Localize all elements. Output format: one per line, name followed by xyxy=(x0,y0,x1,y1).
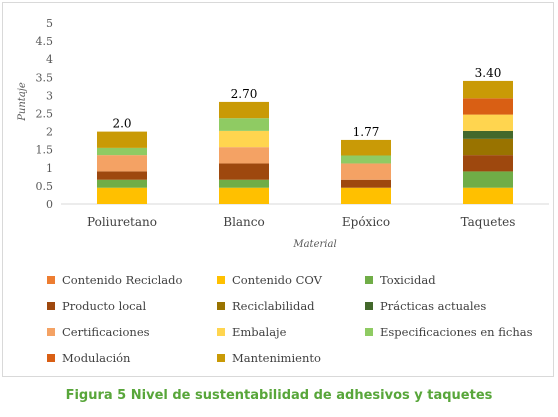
legend-label: Modulación xyxy=(62,350,131,365)
bar-segment xyxy=(463,138,513,156)
legend-swatch xyxy=(365,301,373,310)
bar-segment xyxy=(219,130,269,148)
legend-label: Prácticas actuales xyxy=(380,298,487,313)
bar-segment xyxy=(219,101,269,119)
y-tick-label: 4.5 xyxy=(36,35,54,48)
x-tick-label: Blanco xyxy=(223,215,264,229)
x-tick-label: Epóxico xyxy=(342,215,390,229)
bar-segment xyxy=(219,147,269,164)
bar-segment xyxy=(97,179,147,188)
legend-label: Contenido Reciclado xyxy=(62,272,183,287)
y-tick-label: 2.5 xyxy=(36,108,54,121)
bar-total-label: 2.0 xyxy=(112,117,131,131)
bar-segment xyxy=(219,179,269,188)
y-tick-label: 1.5 xyxy=(36,144,54,157)
legend-label: Certificaciones xyxy=(62,324,150,339)
bar-segment xyxy=(463,171,513,188)
bar-segment xyxy=(463,114,513,131)
y-tick-label: 5 xyxy=(46,17,53,30)
bar-segment xyxy=(463,98,513,115)
bar-segment xyxy=(97,155,147,172)
legend-label: Producto local xyxy=(62,298,147,313)
bar-total-label: 2.70 xyxy=(231,87,258,101)
legend-item: Especificaciones en fichas xyxy=(365,323,547,340)
legend-label: Embalaje xyxy=(232,324,287,339)
figure-caption: Figura 5 Nivel de sustentabilidad de adh… xyxy=(65,388,493,403)
legend-item: Producto local xyxy=(47,297,217,314)
legend-item: Mantenimiento xyxy=(217,349,365,366)
bar-segment xyxy=(463,80,513,99)
bar-segment xyxy=(463,187,513,204)
y-tick-label: 3.5 xyxy=(36,71,54,84)
y-tick-label: 0 xyxy=(46,198,53,211)
legend-swatch xyxy=(47,301,55,310)
y-tick-label: 4 xyxy=(46,53,53,66)
legend-item: Embalaje xyxy=(217,323,365,340)
bar-segment xyxy=(463,130,513,139)
bar-segment xyxy=(219,187,269,204)
legend-swatch xyxy=(47,353,55,362)
legend-item: Contenido Reciclado xyxy=(47,271,217,288)
legend-swatch xyxy=(47,327,55,336)
y-tick-label: 0.5 xyxy=(36,180,54,193)
bar-segment xyxy=(97,187,147,204)
legend-swatch xyxy=(217,327,225,336)
legend-item: Prácticas actuales xyxy=(365,297,547,314)
x-tick-label: Taquetes xyxy=(461,215,516,229)
bar-segment xyxy=(341,139,391,156)
x-tick-label: Poliuretano xyxy=(87,215,157,229)
y-tick-label: 1 xyxy=(46,162,53,175)
y-tick-label: 3 xyxy=(46,89,53,102)
legend-swatch xyxy=(47,275,55,284)
legend-label: Especificaciones en fichas xyxy=(380,324,533,339)
y-tick-label: 2 xyxy=(46,126,53,139)
bar-segment xyxy=(341,187,391,204)
legend-item: Contenido COV xyxy=(217,271,365,288)
bar-total-label: 3.40 xyxy=(475,66,502,80)
bar-segment xyxy=(341,163,391,180)
bar-segment xyxy=(97,147,147,156)
bar-segment xyxy=(219,163,269,180)
legend-swatch xyxy=(365,327,373,336)
legend-item: Toxicidad xyxy=(365,271,547,288)
legend-swatch xyxy=(217,301,225,310)
legend-item: Certificaciones xyxy=(47,323,217,340)
legend-swatch xyxy=(217,353,225,362)
bar-segment xyxy=(463,155,513,172)
bar-segment xyxy=(219,118,269,131)
chart-container: 0 0.5 1 1.5 2 2.5 3 3.5 4 4.5 5 Puntaje 2.0 Poliureta… xyxy=(2,2,554,377)
bar-total-label: 1.77 xyxy=(353,125,380,139)
y-axis-title: Puntaje xyxy=(17,82,28,122)
bar-segment xyxy=(341,155,391,164)
legend-swatch xyxy=(217,275,225,284)
legend-label: Contenido COV xyxy=(232,272,322,287)
bar-segment xyxy=(97,171,147,180)
legend-swatch xyxy=(365,275,373,284)
bar-segment xyxy=(97,131,147,148)
legend-label: Reciclabilidad xyxy=(232,298,315,313)
chart-legend: Contenido Reciclado Contenido COV Toxicida… xyxy=(47,271,547,366)
legend-label: Mantenimiento xyxy=(232,350,321,365)
legend-item: Reciclabilidad xyxy=(217,297,365,314)
legend-label: Toxicidad xyxy=(380,272,436,287)
bar-segment xyxy=(341,179,391,188)
stacked-bar-chart: 0 0.5 1 1.5 2 2.5 3 3.5 4 4.5 5 Puntaje 2.0 Poliureta… xyxy=(17,17,549,250)
x-axis-title: Material xyxy=(292,239,336,250)
legend-item: Modulación xyxy=(47,349,217,366)
